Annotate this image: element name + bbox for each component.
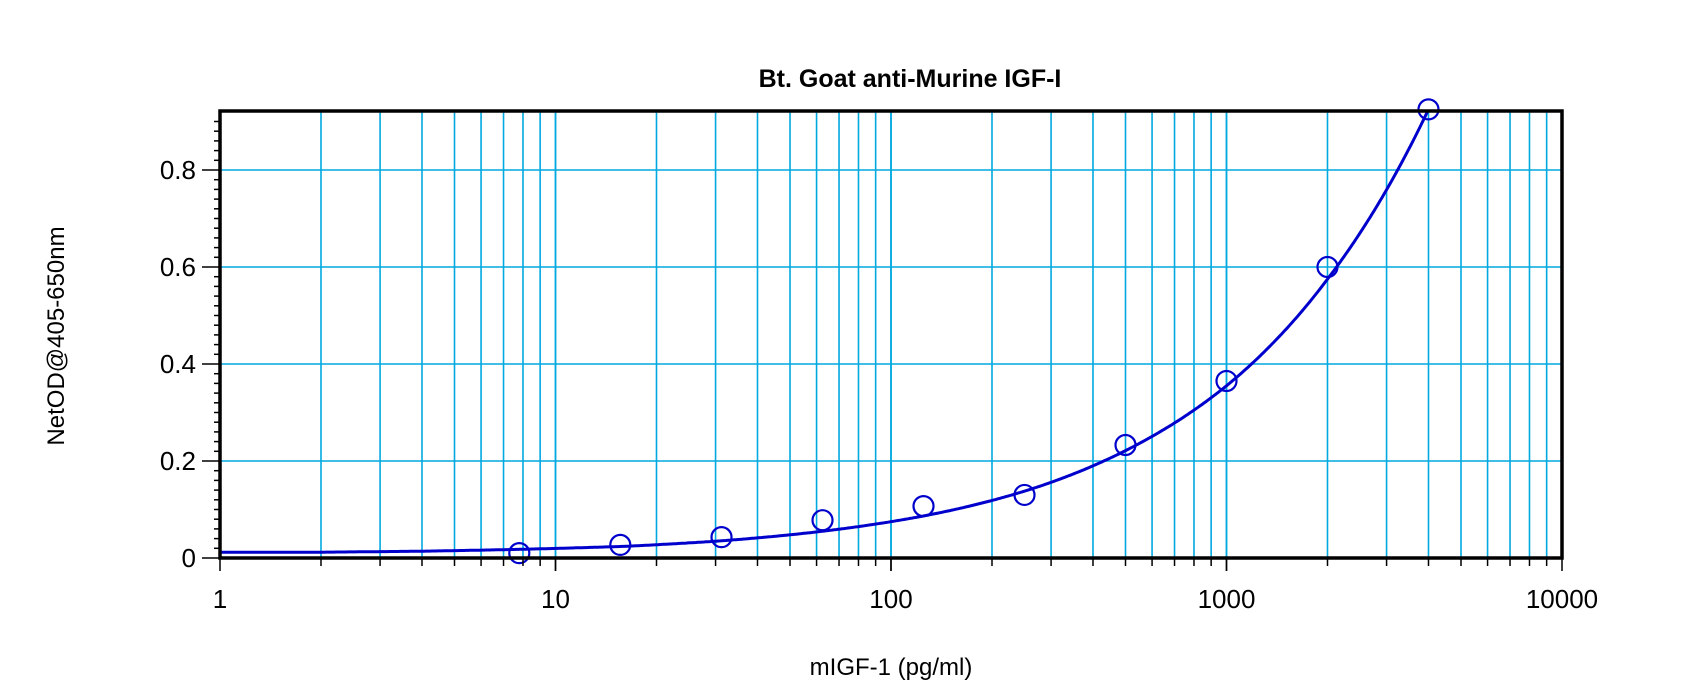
data-point-marker <box>1215 369 1238 393</box>
data-point-marker <box>1316 255 1339 279</box>
y-tick-label: 0.2 <box>160 446 196 476</box>
y-tick-label: 0.8 <box>160 155 196 185</box>
y-axis: 0 0.2 0.4 0.6 0.8 <box>160 120 220 573</box>
y-tick-label: 0.6 <box>160 252 196 282</box>
data-point-marker <box>710 526 733 549</box>
y-tick-label: 0.4 <box>160 349 196 379</box>
curve-line <box>220 109 1430 554</box>
x-tick-label: 100 <box>869 584 912 614</box>
fitted-curve <box>220 109 1430 554</box>
data-points <box>508 98 1440 565</box>
x-axis-label: mIGF-1 (pg/ml) <box>810 654 973 681</box>
data-point-marker <box>1013 483 1036 507</box>
data-point-marker <box>609 533 632 557</box>
x-tick-label: 1000 <box>1198 584 1256 614</box>
data-point-marker <box>1114 433 1137 457</box>
data-point-marker <box>508 542 531 565</box>
grid <box>220 111 1563 558</box>
x-tick-label: 1 <box>213 584 227 614</box>
x-tick-label: 10 <box>541 584 570 614</box>
y-axis-label: NetOD@405-650nm <box>43 226 70 445</box>
data-point-marker <box>912 495 935 518</box>
x-axis: 1 10 100 1000 10000 <box>213 558 1598 614</box>
data-point-marker <box>811 509 834 532</box>
y-tick-label: 0 <box>182 543 196 573</box>
x-tick-label: 10000 <box>1526 584 1598 614</box>
chart-title: Bt. Goat anti-Murine IGF-I <box>759 65 1062 93</box>
